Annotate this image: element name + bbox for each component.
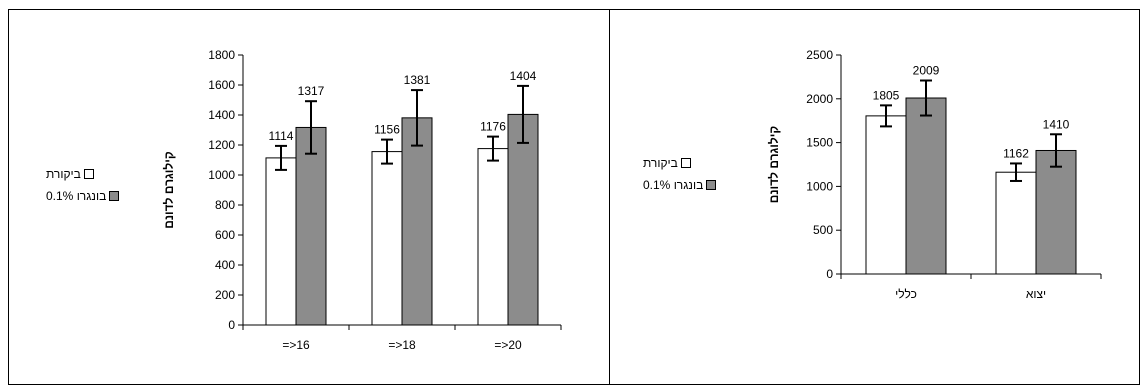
legend-label-control: ביקורת bbox=[643, 156, 678, 170]
bar-control bbox=[371, 151, 403, 326]
left-chart-panel: ביקורת בונגרו 0.1% 0 200 400 600 800 1000 1200… bbox=[8, 9, 610, 385]
legend-swatch-treatment bbox=[706, 180, 717, 190]
y-tick-label: 0 bbox=[826, 267, 833, 281]
bar-treatment bbox=[1035, 149, 1077, 275]
y-tick-label: 2500 bbox=[806, 48, 833, 62]
y-tick-label: 1400 bbox=[208, 108, 235, 122]
bar-chart-left: 0 200 400 600 800 1000 1200 1400 1600 1800 קילוגרם… bbox=[162, 48, 562, 352]
bar-control bbox=[265, 157, 297, 326]
y-axis-label: קילוגרם לדונם bbox=[162, 151, 176, 229]
bar-control bbox=[995, 171, 1037, 275]
data-label: 1805 bbox=[873, 88, 900, 102]
legend-item-control: ביקורת bbox=[640, 152, 716, 174]
data-label: 1114 bbox=[269, 129, 294, 143]
y-tick-label: 1500 bbox=[806, 136, 833, 150]
data-label: 1317 bbox=[298, 84, 325, 98]
x-tick-label: =>20 bbox=[494, 338, 522, 352]
y-tick-label: 2000 bbox=[806, 92, 833, 106]
data-label: 1381 bbox=[404, 73, 431, 87]
bar-control bbox=[865, 115, 907, 275]
legend: ביקורת בונגרו 0.1% bbox=[43, 163, 120, 207]
right-chart-panel: ביקורת בונגרו 0.1% 0 500 1000 1500 2000 2500 ק… bbox=[609, 9, 1140, 385]
legend-label-control: ביקורת bbox=[46, 167, 81, 181]
x-tick-label: כללי bbox=[895, 287, 917, 301]
x-tick-label: יצוא bbox=[1026, 287, 1046, 301]
data-label: 1162 bbox=[1003, 146, 1029, 160]
legend-swatch-control bbox=[83, 169, 94, 179]
y-tick-label: 1000 bbox=[208, 168, 235, 182]
data-label: 2009 bbox=[913, 63, 940, 77]
y-tick-label: 400 bbox=[215, 258, 235, 272]
data-label: 1156 bbox=[374, 123, 400, 137]
legend-label-treatment: בונגרו 0.1% bbox=[643, 178, 704, 192]
y-tick-label: 1600 bbox=[208, 78, 235, 92]
x-tick-label: =>16 bbox=[282, 338, 310, 352]
bar-chart-right: 0 500 1000 1500 2000 2500 קילוגרם לדונם 1805 200… bbox=[767, 48, 1102, 301]
y-tick-label: 600 bbox=[215, 228, 235, 242]
y-tick-label: 0 bbox=[228, 318, 235, 332]
legend-item-control: ביקורת bbox=[43, 163, 119, 185]
data-label: 1404 bbox=[510, 69, 537, 83]
data-label: 1410 bbox=[1043, 117, 1070, 131]
y-tick-label: 500 bbox=[813, 223, 833, 237]
legend-item-treatment: בונגרו 0.1% bbox=[640, 174, 717, 196]
legend-swatch-treatment bbox=[109, 191, 120, 201]
data-label: 1176 bbox=[480, 120, 506, 134]
bar-treatment bbox=[507, 113, 539, 326]
x-tick-label: =>18 bbox=[388, 338, 416, 352]
legend-item-treatment: בונגרו 0.1% bbox=[43, 185, 120, 207]
bar-treatment bbox=[401, 117, 433, 326]
y-axis-label: קילוגרם לדונם bbox=[767, 126, 781, 204]
legend-label-treatment: בונגרו 0.1% bbox=[46, 189, 107, 203]
y-tick-label: 1800 bbox=[208, 48, 235, 62]
y-tick-label: 1200 bbox=[208, 138, 235, 152]
bar-treatment bbox=[905, 97, 947, 275]
legend: ביקורת בונגרו 0.1% bbox=[640, 152, 717, 196]
legend-swatch-control bbox=[680, 158, 691, 168]
bar-control bbox=[477, 148, 509, 326]
y-tick-label: 200 bbox=[215, 288, 235, 302]
y-tick-label: 800 bbox=[215, 198, 235, 212]
y-tick-label: 1000 bbox=[806, 179, 833, 193]
bar-treatment bbox=[295, 126, 327, 326]
